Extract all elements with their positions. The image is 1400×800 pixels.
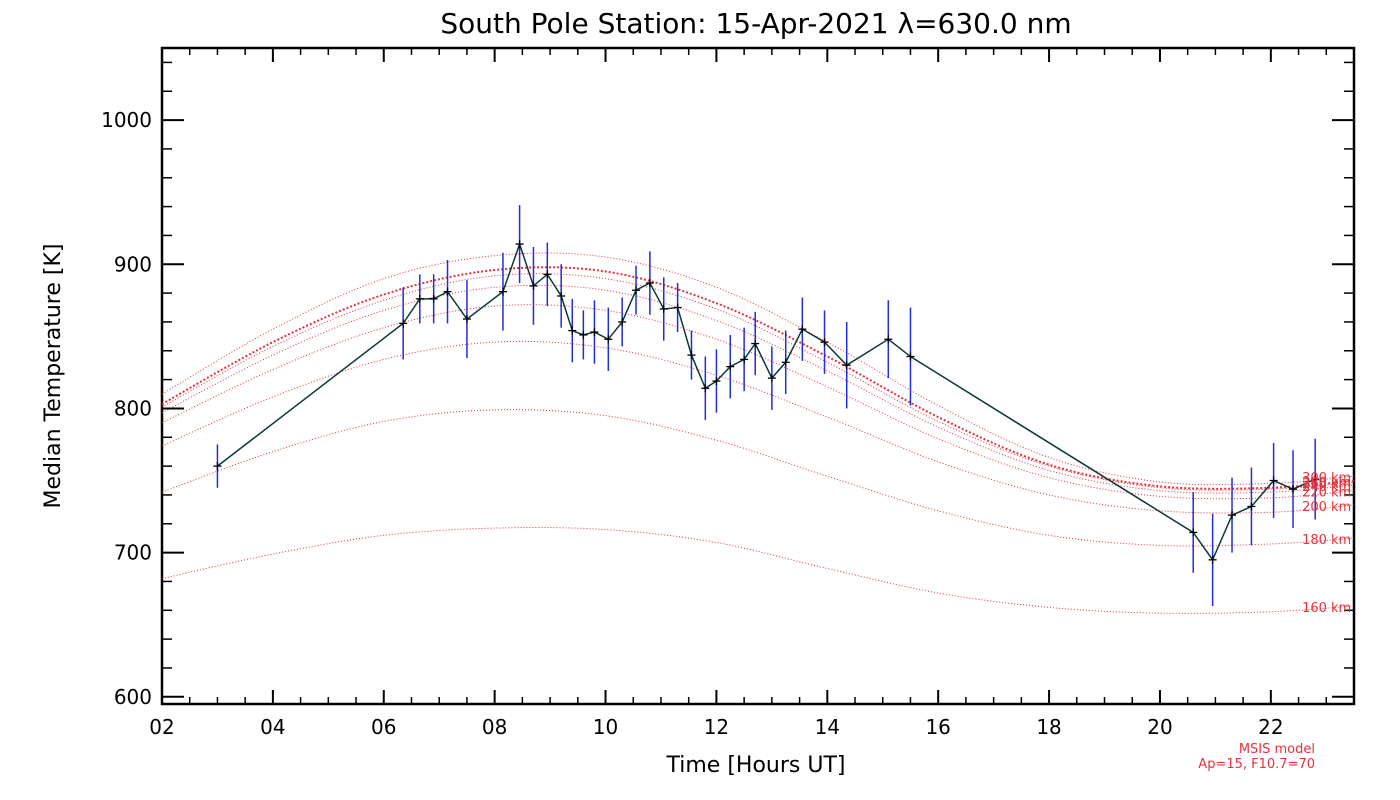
model-label-160-km: 160 km — [1302, 601, 1351, 616]
x-tick-label-7: 16 — [925, 715, 950, 739]
y-tick-label-1: 700 — [114, 541, 152, 565]
data-point-5 — [462, 315, 471, 324]
x-tick-label-10: 22 — [1258, 715, 1283, 739]
model-label-260-km: 260 km — [1302, 477, 1351, 492]
data-point-28 — [798, 325, 807, 334]
data-point-34 — [1208, 555, 1217, 564]
data-point-17 — [645, 279, 654, 288]
data-point-36 — [1247, 502, 1256, 511]
data-point-23 — [726, 362, 735, 371]
x-tick-label-8: 18 — [1036, 715, 1061, 739]
model-label-180-km: 180 km — [1302, 533, 1351, 548]
model-curve-200-km — [161, 340, 1355, 514]
model-note-line-1: MSIS model — [1239, 742, 1315, 757]
data-point-26 — [767, 374, 776, 383]
data-point-6 — [498, 287, 507, 296]
x-tick-label-6: 14 — [815, 715, 840, 739]
x-tick-label-2: 06 — [371, 715, 396, 739]
data-point-35 — [1228, 511, 1237, 520]
x-axis: 02 04 06 08 10 12 14 16 18 20 22 — [149, 48, 1328, 739]
data-point-25 — [751, 339, 760, 348]
x-tick-label-9: 20 — [1147, 715, 1172, 739]
model-curve-260-km — [161, 273, 1355, 491]
model-curve-220-km — [161, 304, 1355, 500]
data-point-13 — [590, 328, 599, 337]
data-point-39 — [1311, 475, 1320, 484]
data-point-4 — [443, 287, 452, 296]
data-point-37 — [1269, 476, 1278, 485]
model-label-300-km: 300 km — [1302, 471, 1351, 486]
x-tick-label-1: 04 — [260, 715, 285, 739]
x-tick-label-5: 12 — [704, 715, 729, 739]
data-point-9 — [543, 270, 552, 279]
data-point-14 — [604, 335, 613, 344]
data-point-32 — [906, 352, 915, 361]
data-point-18 — [659, 304, 668, 313]
model-curves — [161, 252, 1355, 614]
data-point-12 — [579, 330, 588, 339]
data-point-2 — [415, 294, 424, 303]
data-point-3 — [429, 294, 438, 303]
model-curve-240-km — [161, 284, 1355, 494]
y-tick-label-0: 600 — [114, 685, 152, 709]
data-point-30 — [842, 361, 851, 370]
data-point-16 — [632, 286, 641, 295]
data-point-10 — [557, 291, 566, 300]
data-point-38 — [1289, 485, 1298, 494]
data-point-22 — [712, 377, 721, 386]
data-point-29 — [820, 338, 829, 347]
data-point-8 — [529, 281, 538, 290]
x-axis-label: Time [Hours UT] — [666, 753, 846, 778]
error-bars — [216, 205, 1316, 606]
model-note-line-2: Ap=15, F10.7=70 — [1198, 757, 1315, 772]
y-axis-label: Median Temperature [K] — [41, 244, 66, 509]
model-label-220-km: 220 km — [1302, 486, 1351, 501]
data-point-11 — [568, 326, 577, 335]
data-point-33 — [1189, 528, 1198, 537]
model-curve-180-km — [161, 409, 1355, 547]
y-tick-label-2: 800 — [114, 396, 152, 420]
x-tick-label-3: 08 — [482, 715, 507, 739]
data-point-15 — [618, 317, 627, 326]
data-point-7 — [515, 240, 524, 249]
plot-frame — [160, 46, 1356, 706]
model-curve-160-km — [161, 527, 1355, 614]
y-tick-label-4: 1000 — [101, 108, 152, 132]
y-axis: 600 700 800 900 1000 — [101, 61, 1354, 709]
x-tick-label-4: 10 — [593, 715, 618, 739]
model-curve-280-km — [161, 266, 1355, 490]
model-label-200-km: 200 km — [1302, 500, 1351, 515]
plot-area: 02 04 06 08 10 12 14 16 18 20 22 6007008009001000 … — [101, 46, 1356, 739]
data-point-27 — [781, 358, 790, 367]
data-point-19 — [673, 303, 682, 312]
y-tick-label-3: 900 — [114, 252, 152, 276]
data-point-31 — [884, 335, 893, 344]
data-point-24 — [740, 355, 749, 364]
data-point-1 — [399, 319, 408, 328]
model-label-280-km: 280 km — [1302, 476, 1351, 491]
model-label-240-km: 240 km — [1302, 480, 1351, 495]
data-point-20 — [687, 351, 696, 360]
data-series — [213, 240, 1320, 564]
model-curve-300-km — [161, 252, 1355, 486]
data-point-0 — [213, 462, 222, 471]
x-tick-label-0: 02 — [149, 715, 174, 739]
data-point-21 — [701, 384, 710, 393]
series-line — [216, 241, 1316, 562]
chart-title: South Pole Station: 15-Apr-2021 λ=630.0 … — [440, 7, 1071, 40]
